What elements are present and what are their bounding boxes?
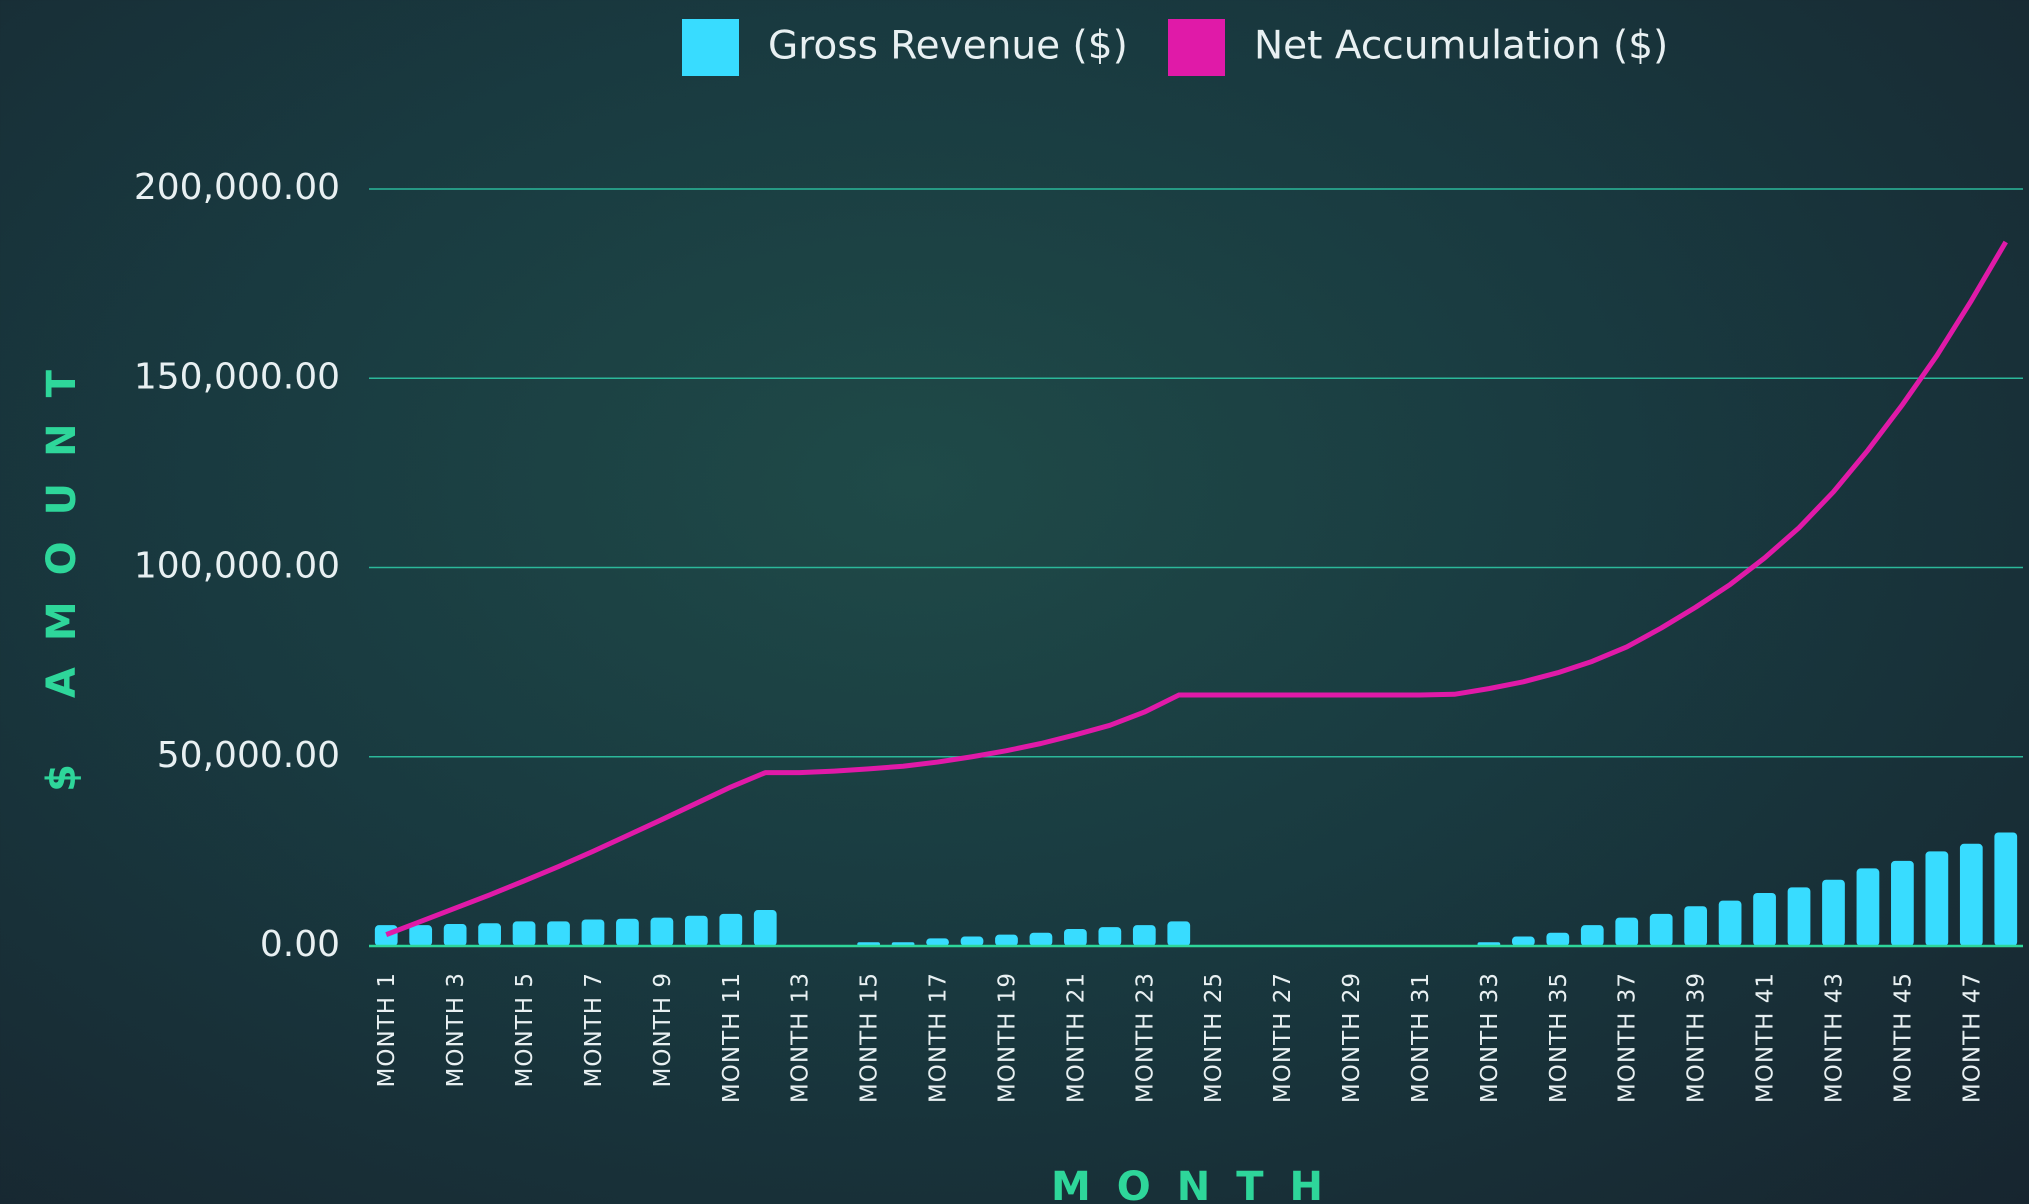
bar bbox=[512, 921, 536, 946]
bar bbox=[926, 938, 949, 946]
bar bbox=[1684, 906, 1708, 946]
x-tick-label: MONTH 5 bbox=[512, 972, 538, 1087]
bar bbox=[443, 924, 467, 946]
bar bbox=[1064, 928, 1087, 946]
x-tick-label: MONTH 1 bbox=[374, 972, 400, 1087]
bar bbox=[1546, 932, 1570, 946]
x-tick-label: MONTH 41 bbox=[1753, 972, 1779, 1103]
bar bbox=[1029, 932, 1053, 946]
x-tick-label: MONTH 43 bbox=[1821, 972, 1847, 1103]
bar bbox=[581, 919, 605, 946]
bar bbox=[616, 918, 639, 946]
bar bbox=[650, 917, 674, 946]
x-tick-label: MONTH 11 bbox=[719, 972, 745, 1103]
x-tick-label: MONTH 45 bbox=[1890, 972, 1916, 1103]
bar bbox=[1787, 887, 1811, 946]
bar bbox=[547, 921, 570, 946]
bar bbox=[374, 925, 398, 946]
legend-swatch bbox=[1168, 19, 1225, 76]
bar bbox=[1649, 913, 1673, 946]
y-tick-label: 150,000.00 bbox=[134, 356, 340, 397]
bar bbox=[1856, 868, 1880, 946]
y-tick-label: 0.00 bbox=[260, 924, 340, 965]
bar bbox=[1098, 927, 1122, 946]
bar bbox=[1994, 832, 2018, 946]
x-tick-label: MONTH 15 bbox=[857, 972, 883, 1103]
bar bbox=[1511, 936, 1535, 946]
bar bbox=[1718, 900, 1742, 946]
bar bbox=[753, 910, 777, 946]
x-tick-label: MONTH 35 bbox=[1546, 972, 1572, 1103]
bar bbox=[995, 934, 1018, 946]
bar bbox=[478, 923, 501, 946]
bar bbox=[960, 936, 984, 946]
x-tick-label: MONTH 31 bbox=[1408, 972, 1434, 1103]
y-axis-title: $ AMOUNT bbox=[39, 344, 85, 792]
legend-label: Net Accumulation ($) bbox=[1254, 24, 1668, 69]
legend-swatch bbox=[682, 19, 739, 76]
bar bbox=[1167, 921, 1191, 946]
x-tick-label: MONTH 3 bbox=[443, 972, 469, 1087]
x-tick-label: MONTH 13 bbox=[788, 972, 814, 1103]
bar bbox=[1891, 860, 1914, 946]
x-tick-label: MONTH 27 bbox=[1270, 972, 1296, 1103]
bar bbox=[719, 913, 743, 946]
bar bbox=[409, 925, 433, 946]
bar bbox=[1132, 925, 1156, 946]
legend-label: Gross Revenue ($) bbox=[768, 24, 1128, 69]
x-tick-label: MONTH 19 bbox=[994, 972, 1020, 1103]
x-tick-label: MONTH 37 bbox=[1615, 972, 1641, 1103]
x-tick-label: MONTH 17 bbox=[926, 972, 952, 1103]
x-tick-label: MONTH 9 bbox=[650, 972, 676, 1087]
bar bbox=[1753, 893, 1776, 946]
x-tick-label: MONTH 21 bbox=[1063, 972, 1089, 1103]
bar bbox=[1580, 925, 1604, 946]
bar bbox=[1822, 879, 1845, 946]
x-tick-label: MONTH 25 bbox=[1201, 972, 1227, 1103]
x-tick-label: MONTH 29 bbox=[1339, 972, 1365, 1103]
bar bbox=[1959, 843, 1983, 946]
x-tick-label: MONTH 33 bbox=[1477, 972, 1503, 1103]
line bbox=[385, 240, 2008, 937]
x-axis-title: MONTH bbox=[1051, 1164, 1349, 1204]
y-tick-label: 200,000.00 bbox=[134, 167, 340, 208]
x-tick-label: MONTH 39 bbox=[1684, 972, 1710, 1103]
x-tick-label: MONTH 47 bbox=[1959, 972, 1985, 1103]
bar bbox=[1925, 851, 1949, 946]
bar bbox=[684, 915, 708, 946]
y-tick-label: 100,000.00 bbox=[134, 546, 340, 587]
x-tick-label: MONTH 7 bbox=[581, 972, 607, 1087]
y-tick-label: 50,000.00 bbox=[157, 735, 340, 776]
x-tick-label: MONTH 23 bbox=[1132, 972, 1158, 1103]
bar bbox=[1615, 917, 1639, 946]
